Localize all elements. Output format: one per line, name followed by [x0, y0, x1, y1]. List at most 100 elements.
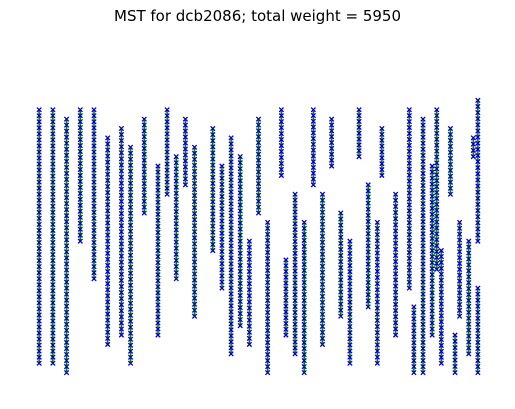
mst-node-1-11-14 [319, 275, 326, 282]
mst-node-1-0-34 [127, 348, 134, 354]
mst-node-0-19-13 [420, 194, 426, 201]
mst-node-0-16-3 [356, 124, 362, 130]
mst-node-0-11-20 [228, 255, 234, 261]
mst-node-1-11-2 [319, 203, 326, 209]
mst-node-1-13-14 [347, 323, 353, 330]
mst-node-0-12-3 [255, 134, 262, 140]
mst-node-1-13-7 [347, 281, 353, 287]
mst-node-0-10-15 [210, 217, 216, 223]
mst-node-1-0-6 [127, 180, 134, 186]
mst-node-1-0-18 [127, 252, 134, 258]
mst-node-0-10-4 [210, 150, 216, 156]
mst-node-0-4-20 [91, 227, 97, 234]
mst-node-1-11-23 [319, 329, 326, 336]
mst-node-1-4-18 [219, 273, 225, 279]
mst-node-1-18-13 [456, 296, 463, 302]
mst-node-0-1-10 [50, 167, 56, 173]
mst-node-0-1-28 [50, 276, 56, 282]
mst-node-1-14-6 [365, 218, 371, 225]
mst-node-0-0-29 [36, 282, 42, 288]
mst-node-0-2-14 [63, 200, 70, 207]
mst-node-1-7-23 [264, 357, 271, 364]
mst-node-1-15-6 [374, 256, 380, 262]
mst-node-1-10-5 [301, 249, 307, 256]
mst-node-0-4-16 [91, 203, 97, 209]
mst-node-0-7-10 [141, 175, 147, 181]
mst-node-0-19-20 [420, 237, 426, 243]
mst-node-0-18-30 [406, 285, 412, 291]
mst-node-0-1-39 [50, 342, 56, 348]
mst-node-1-15-20 [374, 342, 380, 348]
mst-node-0-18-0 [406, 107, 412, 113]
mst-node-1-19-11 [466, 303, 472, 310]
mst-node-1-6-7 [246, 281, 253, 287]
mst-nodes [36, 97, 481, 376]
mst-node-0-9-5 [182, 146, 189, 152]
mst-node-0-20-3 [434, 124, 440, 131]
mst-node-1-13-3 [347, 256, 353, 263]
mst-node-0-14-5 [310, 135, 316, 142]
mst-node-0-18-28 [406, 273, 412, 279]
mst-node-1-22-18 [438, 354, 444, 360]
mst-node-1-21-14 [429, 247, 435, 254]
mst-node-1-6-13 [246, 317, 253, 323]
mst-node-1-18-10 [456, 278, 463, 284]
mst-node-1-10-6 [301, 255, 307, 262]
mst-node-1-14-15 [365, 273, 371, 280]
mst-node-0-0-9 [36, 161, 42, 167]
mst-node-0-18-1 [406, 113, 412, 119]
mst-node-1-9-27 [292, 351, 298, 357]
mst-node-1-19-14 [466, 321, 472, 327]
mst-node-0-3-0 [77, 107, 83, 113]
mst-node-1-7-15 [264, 309, 271, 316]
mst-node-1-5-17 [237, 256, 243, 262]
mst-node-1-0-21 [127, 270, 134, 276]
mst-node-0-18-14 [406, 190, 412, 196]
mst-node-0-13-10 [278, 166, 285, 173]
mst-node-0-0-1 [36, 113, 42, 119]
mst-node-1-9-21 [292, 315, 298, 322]
mst-node-0-0-28 [36, 276, 42, 282]
mst-node-0-1-40 [50, 348, 56, 354]
mst-node-0-20-10 [434, 166, 440, 172]
mst-node-1-7-25 [264, 369, 271, 376]
mst-node-1-23-5 [452, 363, 458, 370]
mst-node-1-6-15 [246, 329, 253, 335]
mst-node-0-6-10 [118, 186, 125, 192]
mst-node-1-16-22 [392, 326, 399, 332]
mst-node-0-10-6 [210, 162, 216, 168]
mst-node-0-1-25 [50, 257, 56, 264]
mst-node-0-5-5 [105, 165, 111, 171]
mst-node-1-16-13 [392, 271, 399, 277]
mst-node-0-2-24 [63, 261, 70, 267]
mst-node-0-1-31 [50, 294, 56, 300]
mst-node-0-1-13 [50, 185, 56, 191]
mst-node-0-2-13 [63, 194, 70, 201]
mst-node-0-1-38 [50, 336, 56, 342]
mst-node-1-7-8 [264, 267, 271, 274]
mst-node-0-14-0 [310, 107, 316, 113]
mst-node-1-2-6 [173, 190, 179, 196]
mst-node-0-2-11 [63, 182, 70, 189]
mst-node-1-8-5 [283, 286, 289, 292]
mst-node-1-5-1 [237, 160, 243, 166]
mst-node-1-1-7 [155, 205, 161, 211]
mst-node-1-16-12 [392, 265, 399, 271]
mst-node-1-1-2 [155, 175, 161, 181]
mst-node-1-5-26 [237, 310, 243, 317]
mst-node-1-18-16 [456, 313, 463, 319]
mst-node-1-10-15 [301, 309, 307, 316]
mst-node-0-12-1 [255, 122, 262, 128]
mst-node-1-7-6 [264, 255, 271, 262]
mst-node-1-11-20 [319, 311, 326, 318]
mst-node-1-0-15 [127, 234, 134, 240]
mst-node-0-0-24 [36, 251, 42, 258]
mst-node-1-21-13 [429, 241, 435, 248]
mst-node-1-9-0 [292, 191, 298, 197]
mst-node-1-16-10 [392, 252, 399, 259]
mst-node-1-3-28 [191, 313, 198, 319]
mst-node-0-1-21 [50, 233, 56, 240]
mst-node-1-16-23 [392, 332, 399, 338]
mst-node-1-18-6 [456, 254, 463, 261]
mst-node-0-4-24 [91, 251, 97, 258]
